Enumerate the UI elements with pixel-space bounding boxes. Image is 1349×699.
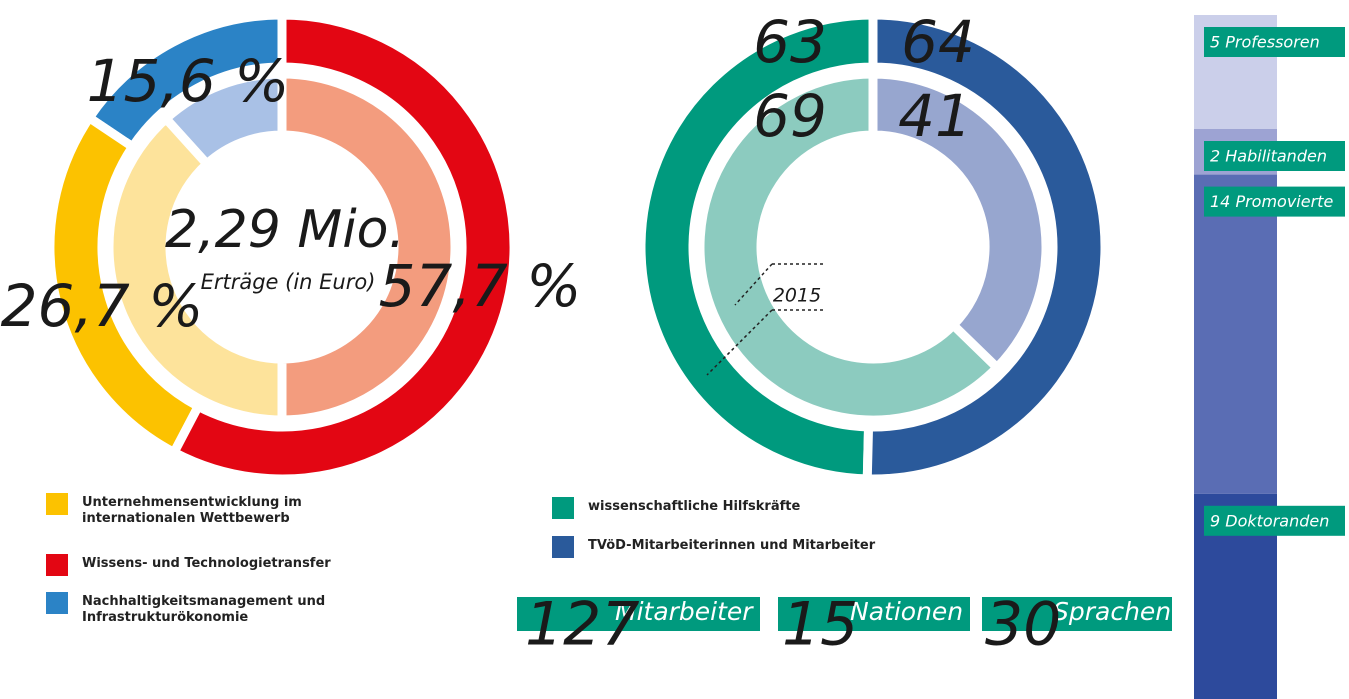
segment-label: 9 Doktoranden [1210, 511, 1329, 530]
legend-swatch [46, 493, 68, 515]
segment-label: 5 Professoren [1210, 33, 1320, 52]
center-label: Erträge (in Euro) [201, 270, 376, 294]
center-value: 2,29 Mio. [165, 200, 405, 260]
legend-swatch [46, 592, 68, 614]
stat-value: 127 [525, 590, 640, 660]
label-box [1204, 505, 1345, 536]
stat-box [982, 597, 1172, 631]
legend-label: Wissens- und Technologietransfer [82, 556, 331, 571]
donut-segment [636, 10, 878, 484]
legend-label: TVöD-Mitarbeiterinnen und Mitarbeiter [588, 538, 876, 553]
value-label: 69 [753, 82, 827, 150]
donut-segment [868, 69, 1051, 374]
donut-segment [104, 112, 287, 425]
value-label: 63 [753, 8, 827, 76]
legend-swatch [552, 536, 574, 558]
stat-label: Nationen [850, 597, 963, 626]
legend-label: Nachhaltigkeitsmanagement und Infrastruk… [82, 594, 326, 625]
stat-box [517, 597, 760, 631]
donut-segment [277, 69, 460, 425]
value-label: 26,7 % [1, 272, 204, 340]
stat-value: 15 [782, 590, 858, 660]
segment-label: 14 Promovierte [1210, 192, 1333, 211]
ring-year-label: 2015 [773, 285, 821, 307]
label-box [1204, 141, 1345, 171]
legend-label: Unternehmensentwicklung im international… [82, 495, 302, 526]
donut-segment [862, 10, 1110, 484]
value-label: 57,7 % [379, 252, 582, 320]
value-label: 15,6 % [87, 47, 290, 115]
stat-label: Mitarbeiter [615, 597, 754, 626]
legend-swatch [46, 554, 68, 576]
stat-label: Sprachen [1053, 597, 1171, 626]
legend-swatch [552, 497, 574, 519]
label-box [1204, 186, 1345, 217]
segment-label: 2 Habilitanden [1210, 147, 1327, 166]
stat-value: 30 [985, 590, 1061, 660]
label-box [1204, 27, 1345, 57]
legend-label: wissenschaftliche Hilfskräfte [588, 499, 801, 514]
stat-box [778, 597, 970, 631]
column-segment [1194, 174, 1277, 494]
value-label: 41 [898, 82, 972, 150]
donut-segment [695, 69, 1004, 425]
value-label: 64 [901, 8, 975, 76]
donut-segment [168, 10, 519, 484]
